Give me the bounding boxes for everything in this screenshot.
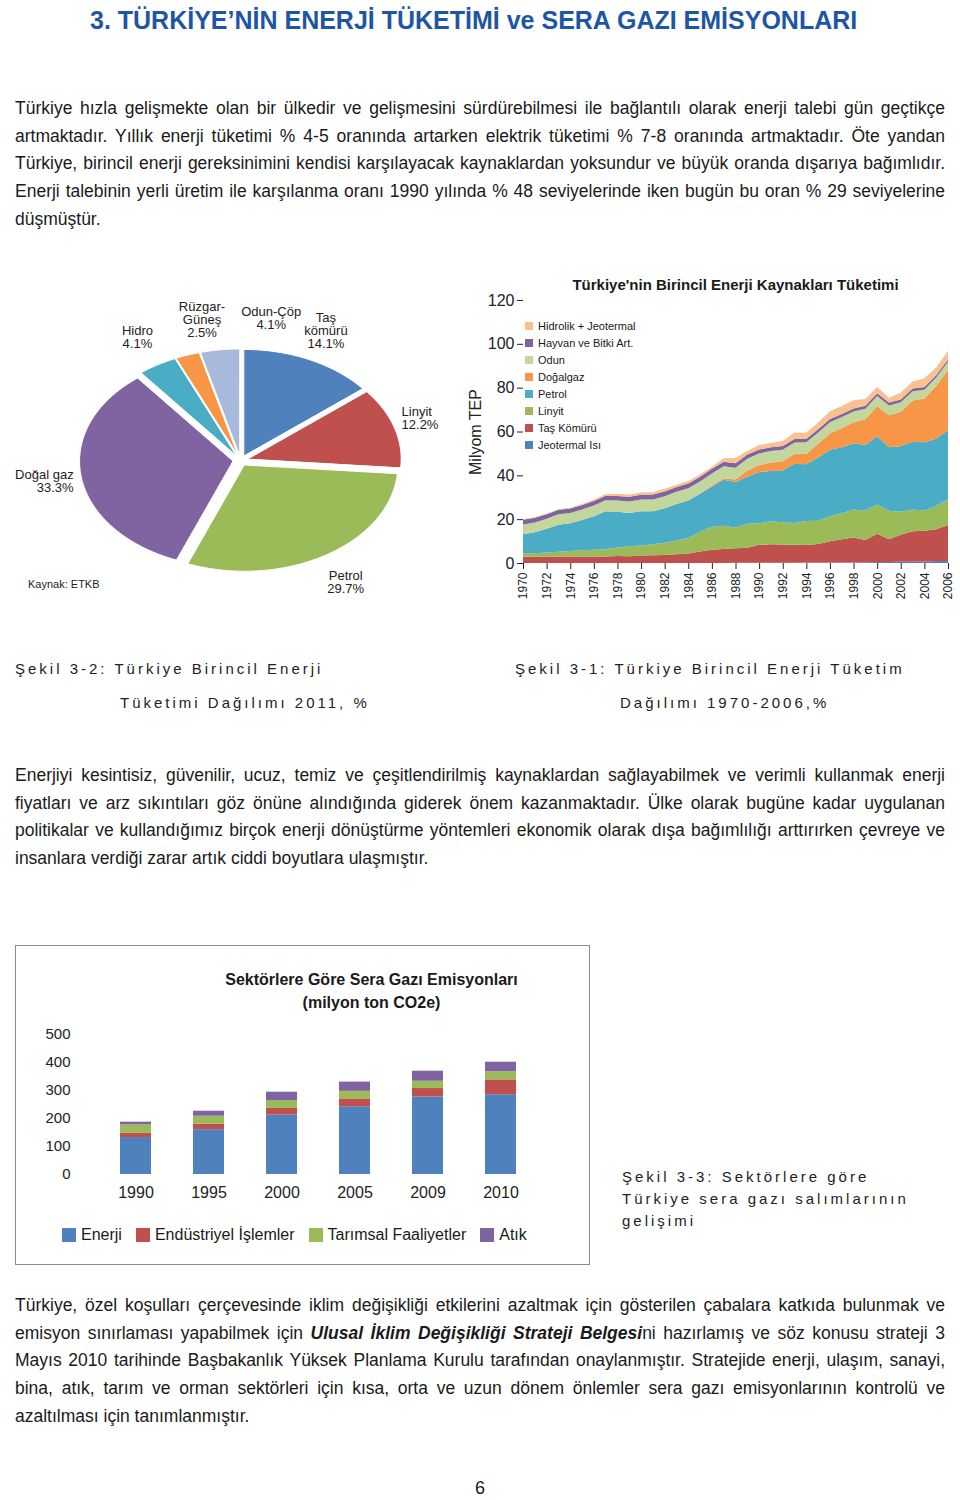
svg-text:1990: 1990 [752,572,766,599]
svg-text:1978: 1978 [611,572,625,599]
svg-text:1995: 1995 [191,1184,227,1201]
svg-text:Linyit12.2%: Linyit12.2% [402,404,439,432]
svg-text:2002: 2002 [894,572,908,599]
html-text:6: 6 [475,1478,485,1498]
html-text:Tüketimi Dağılımı 2011, %: Tüketimi Dağılımı 2011, % [120,694,370,711]
html-text:Petrol: Petrol [538,388,567,400]
svg-text:1992: 1992 [776,572,790,599]
svg-text:400: 400 [45,1053,70,1070]
html-text:Türkiye hızla gelişmekte olan: Türkiye hızla gelişmekte olan bir ülkedi… [15,98,945,229]
svg-text:Doğal gaz33.3%: Doğal gaz33.3% [15,467,74,495]
svg-text:80: 80 [497,379,515,396]
html-text:Şekil 3-2: Türkiye Birincil En: Şekil 3-2: Türkiye Birincil Enerji [15,660,324,677]
svg-text:Rüzgar-Güneş2.5%: Rüzgar-Güneş2.5% [179,299,225,340]
svg-text:0: 0 [62,1165,70,1182]
svg-text:1972: 1972 [540,572,554,599]
html-text:Şekil 3-1: Türkiye Birincil En: Şekil 3-1: Türkiye Birincil Enerji Tüket… [515,660,905,677]
svg-text:2000: 2000 [871,572,885,599]
html-text:3. TÜRKİYE’NİN ENERJİ TÜKETİMİ: 3. TÜRKİYE’NİN ENERJİ TÜKETİMİ ve SERA G… [90,6,858,34]
svg-text:1976: 1976 [587,572,601,599]
html-text:Türkiye'nin Birincil Enerji Ka: Türkiye'nin Birincil Enerji Kaynakları T… [572,276,899,293]
html-text:Linyit: Linyit [538,405,564,417]
svg-text:Odun-Çöp4.1%: Odun-Çöp4.1% [241,304,301,332]
svg-text:500: 500 [45,1025,70,1042]
svg-text:1982: 1982 [658,572,672,599]
svg-text:100: 100 [45,1137,70,1154]
svg-text:2005: 2005 [337,1184,373,1201]
html-text:Tarımsal Faaliyetler: Tarımsal Faaliyetler [327,1226,467,1243]
html-text:Enerji: Enerji [81,1226,122,1243]
svg-text:200: 200 [45,1109,70,1126]
svg-text:2004: 2004 [918,572,932,599]
svg-text:1970: 1970 [516,572,530,599]
svg-text:1994: 1994 [800,572,814,599]
html-text:gelişimi: gelişimi [622,1212,696,1229]
svg-text:1984: 1984 [682,572,696,599]
svg-text:1980: 1980 [634,572,648,599]
svg-text:2006: 2006 [941,572,955,599]
html-text:Türkiye, özel koşulları çerçev: Türkiye, özel koşulları çerçevesinde ikl… [15,1295,945,1426]
svg-text:40: 40 [497,467,515,484]
html-text:Hayvan ve Bitki Art.: Hayvan ve Bitki Art. [538,337,634,349]
svg-text:1998: 1998 [847,572,861,599]
html-text:Endüstriyel İşlemler: Endüstriyel İşlemler [154,1226,295,1243]
svg-text:2009: 2009 [410,1184,446,1201]
svg-text:1990: 1990 [118,1184,154,1201]
svg-text:60: 60 [497,423,515,440]
svg-text:1974: 1974 [564,572,578,599]
html-text:Taş Kömürü: Taş Kömürü [538,422,597,434]
svg-text:20: 20 [497,511,515,528]
svg-text:100: 100 [488,335,515,352]
svg-text:Taşkömürü14.1%: Taşkömürü14.1% [304,310,347,351]
svg-text:1996: 1996 [823,572,837,599]
html-text:Hidrolik + Jeotermal: Hidrolik + Jeotermal [538,320,636,332]
html-text:Jeotermal Isı: Jeotermal Isı [538,439,601,451]
svg-text:300: 300 [45,1081,70,1098]
html-text:Şekil 3-3: Sektörlere göre: Şekil 3-3: Sektörlere göre [622,1168,870,1185]
svg-text:2010: 2010 [483,1184,519,1201]
html-text:Doğalgaz: Doğalgaz [538,371,585,383]
html-text:Atık: Atık [499,1226,527,1243]
html-text:Odun: Odun [538,354,565,366]
svg-text:Milyom TEP: Milyom TEP [467,389,484,475]
html-text:Sektörlere Göre Sera Gazı Emis: Sektörlere Göre Sera Gazı Emisyonları [225,971,518,988]
svg-text:1988: 1988 [729,572,743,599]
html-text:(milyon ton CO2e): (milyon ton CO2e) [302,994,441,1011]
svg-text:1986: 1986 [705,572,719,599]
svg-text:0: 0 [506,555,515,572]
svg-text:Hidro4.1%: Hidro4.1% [122,323,153,351]
html-text:Enerjiyi kesintisiz, güvenilir: Enerjiyi kesintisiz, güvenilir, ucuz, te… [15,765,945,869]
html-text:Kaynak: ETKB: Kaynak: ETKB [28,578,100,590]
svg-text:Petrol29.7%: Petrol29.7% [327,568,364,596]
html-text:Türkiye sera gazı salımlarının: Türkiye sera gazı salımlarının [622,1190,909,1207]
svg-text:120: 120 [488,292,515,309]
svg-text:2000: 2000 [264,1184,300,1201]
html-text:Dağılımı 1970-2006,%: Dağılımı 1970-2006,% [620,694,830,711]
